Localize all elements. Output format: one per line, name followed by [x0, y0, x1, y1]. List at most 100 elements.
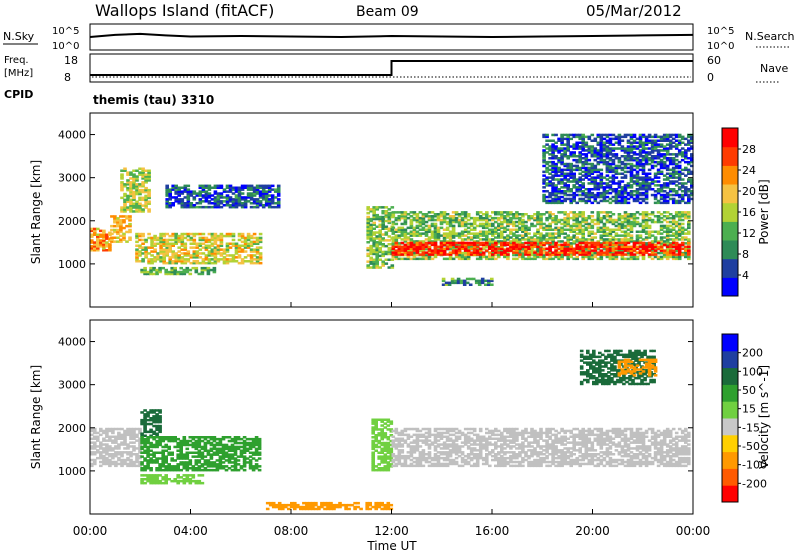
heatmap-cell	[418, 249, 423, 253]
heatmap-cell	[203, 268, 208, 272]
heatmap-cell	[527, 249, 531, 253]
heatmap-cell	[126, 208, 130, 211]
heatmap-cell	[445, 232, 450, 235]
heatmap-cell	[267, 190, 272, 193]
heatmap-cell	[503, 218, 507, 222]
heatmap-cell	[530, 222, 534, 226]
heatmap-cell	[680, 232, 685, 235]
heatmap-cell	[629, 166, 634, 170]
heatmap-cell	[180, 186, 185, 189]
heatmap-cell	[620, 216, 625, 220]
heatmap-cell	[474, 281, 479, 285]
heatmap-cell	[430, 230, 435, 233]
heatmap-cell	[563, 232, 567, 235]
heatmap-cell	[409, 240, 414, 243]
heatmap-cell	[93, 441, 97, 444]
heatmap-cell	[563, 224, 567, 228]
heatmap-cell	[216, 186, 221, 189]
heatmap-cell	[491, 249, 495, 252]
heatmap-cell	[141, 232, 145, 236]
heatmap-cell	[424, 230, 429, 233]
heatmap-cell	[536, 251, 540, 255]
heatmap-cell	[442, 218, 447, 222]
heatmap-cell	[186, 184, 191, 188]
heatmap-cell	[659, 158, 664, 162]
heatmap-cell	[469, 216, 474, 220]
heatmap-cell	[674, 201, 679, 205]
heatmap-cell	[680, 172, 685, 175]
heatmap-cell	[611, 236, 616, 239]
heatmap-cell	[674, 238, 679, 241]
heatmap-cell	[617, 240, 622, 243]
heatmap-cell	[424, 224, 429, 228]
heatmap-cell	[372, 223, 376, 227]
heatmap-cell	[372, 243, 376, 246]
heatmap-cell	[560, 199, 564, 203]
heatmap-cell	[503, 253, 507, 256]
heatmap-cell	[129, 186, 133, 190]
heatmap-cell	[378, 225, 382, 228]
heatmap-cell	[629, 184, 634, 187]
heatmap-cell	[219, 248, 224, 251]
heatmap-cell	[629, 180, 634, 183]
heatmap-cell	[659, 149, 664, 152]
heatmap-cell	[527, 240, 531, 243]
heatmap-cell	[415, 253, 420, 257]
heatmap-cell	[587, 197, 592, 201]
heatmap-cell	[659, 226, 664, 230]
heatmap-cell	[149, 417, 153, 420]
heatmap-cell	[632, 220, 637, 224]
heatmap-cell	[213, 198, 218, 201]
heatmap-cell	[454, 244, 459, 247]
heatmap-cell	[593, 164, 598, 168]
heatmap-cell	[231, 260, 236, 263]
heatmap-cell	[237, 200, 242, 203]
heatmap-cell	[240, 205, 245, 209]
heatmap-cell	[381, 211, 385, 215]
heatmap-cell	[228, 205, 233, 209]
heatmap-cell	[569, 180, 573, 183]
heatmap-cell	[629, 135, 634, 139]
heatmap-cell	[159, 242, 163, 245]
heatmap-cell	[611, 251, 616, 255]
nave-label: Nave	[760, 62, 788, 75]
heatmap-cell	[614, 195, 619, 199]
heatmap-cell	[593, 168, 598, 172]
heatmap-cell	[159, 234, 163, 238]
heatmap-cell	[572, 174, 576, 177]
heatmap-cell	[135, 435, 139, 438]
heatmap-cell	[674, 257, 679, 261]
heatmap-cell	[551, 151, 555, 154]
heatmap-cell	[644, 197, 649, 201]
heatmap-cell	[545, 143, 549, 146]
heatmap-cell	[687, 170, 691, 174]
heatmap-cell	[445, 245, 450, 249]
heatmap-cell	[690, 157, 694, 160]
heatmap-cell	[551, 182, 555, 185]
heatmap-cell	[542, 228, 546, 231]
heatmap-cell	[539, 218, 543, 222]
heatmap-cell	[397, 230, 402, 233]
heatmap-cell	[566, 172, 570, 175]
heatmap-cell	[581, 218, 585, 222]
heatmap-cell	[123, 204, 127, 207]
heatmap-cell	[671, 226, 676, 230]
heatmap-cell	[635, 247, 640, 250]
heatmap-cell	[662, 160, 667, 164]
heatmap-cell	[674, 220, 679, 224]
heatmap-cell	[228, 242, 233, 245]
heatmap-cell	[524, 247, 528, 250]
heatmap-cell	[237, 202, 242, 205]
heatmap-cell	[149, 457, 153, 460]
heatmap-cell	[146, 447, 150, 451]
heatmap-cell	[412, 211, 417, 214]
heatmap-cell	[593, 153, 598, 156]
heatmap-cell	[179, 272, 183, 276]
heatmap-cell	[557, 251, 561, 254]
heatmap-cell	[647, 135, 652, 139]
heatmap-cell	[213, 256, 218, 259]
heatmap-cell	[195, 261, 200, 265]
heatmap-cell	[150, 261, 154, 265]
heatmap-cell	[611, 174, 616, 177]
heatmap-cell	[578, 145, 582, 148]
